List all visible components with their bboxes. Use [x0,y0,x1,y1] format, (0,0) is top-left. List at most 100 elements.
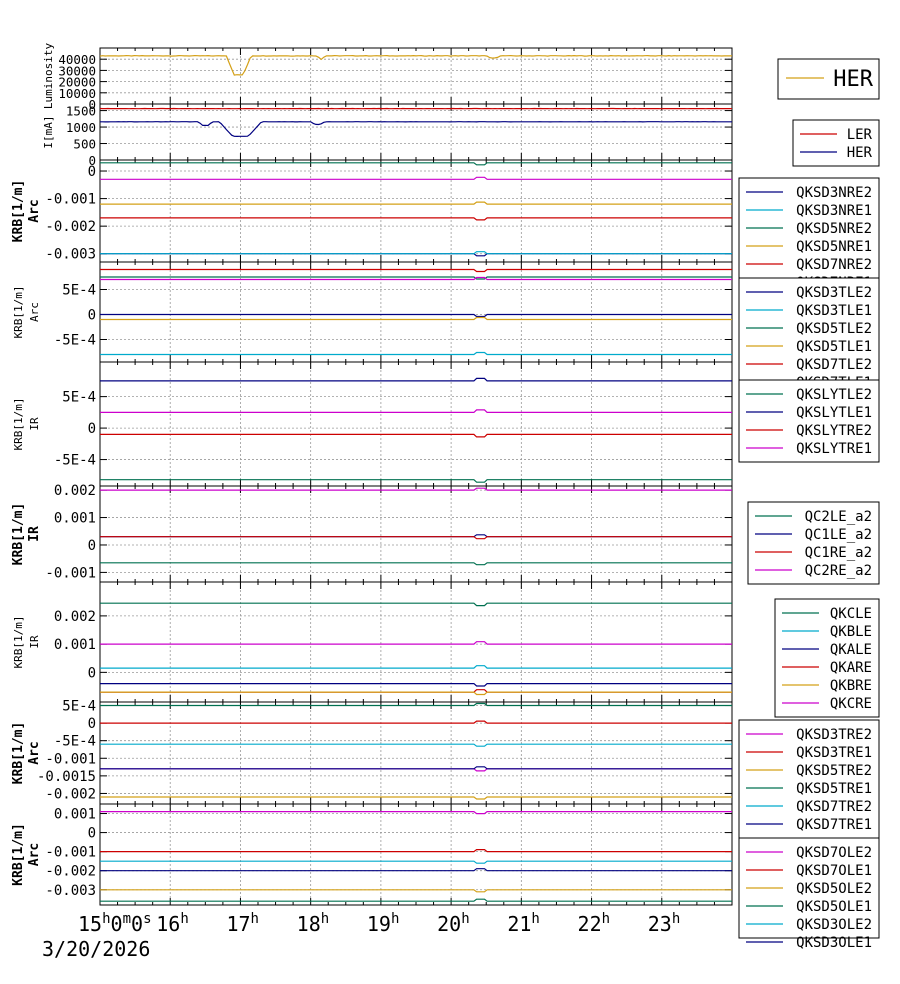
series-line [100,849,732,853]
series-line [100,377,732,382]
y-axis-label: KRB[1/m] [11,503,26,566]
legend: QC2LE_a2 QC1LE_a2 QC1RE_a2 QC2RE_a2 [747,501,880,585]
y-axis-label: Arc [27,843,42,866]
x-tick-label: 21h [507,911,540,936]
series-line [100,766,732,770]
x-tick-label: 20h [437,911,470,936]
y-tick-label: -0.003 [45,247,96,263]
legend: QKSD7OLE2 QKSD7OLE1 QKSD5OLE2 QKSD5OLE1 QKSD… [738,837,880,951]
x-tick-label: 16h [156,911,189,936]
series-line [100,860,732,864]
legend-label: QKSD3OLE2 [796,917,872,933]
legend-frame [738,277,880,397]
y-tick-label: 0 [88,308,96,324]
y-tick-label: 5E-4 [62,390,96,406]
legend-label: QC2LE_a2 [805,509,872,525]
legend-label: QKSD3NRE1 [796,203,872,219]
y-tick-label: -0.001 [45,565,96,581]
series-line [100,409,732,413]
y-tick-label: -5E-4 [54,734,96,750]
y-axis-label: KRB[1/m] [12,286,25,339]
series-line [100,641,732,645]
y-tick-label: -0.001 [45,751,96,767]
series-line [100,313,732,318]
series-line [100,217,732,221]
series-line [100,702,732,707]
series-line [100,276,732,280]
legend-label: QKCLE [830,606,872,622]
y-tick-label: 0 [88,716,96,732]
legend-label: QKSLYTRE2 [796,423,872,439]
legend-label: HER [847,145,873,161]
panel-frame [99,485,733,583]
legend: QKSLYTLE2 QKSLYTLE1 QKSLYTRE2 QKSLYTRE1 [738,379,880,463]
y-tick-label: 0 [88,97,96,112]
y-tick-label: 0 [88,538,96,554]
y-tick-label: 30000 [58,63,96,78]
y-tick-label: -0.0015 [37,769,96,785]
legend-frame [774,598,880,718]
y-tick-label: 5E-4 [62,283,96,299]
series-line [100,720,732,724]
x-tick-label: 23h [648,911,681,936]
y-tick-label: 1500 [66,104,96,119]
legend-label: QKSD5TLE1 [796,339,872,355]
legend-label: LER [847,127,873,143]
legend-label: QKSD3NRE2 [796,185,872,201]
legend-label: QKSD5TRE1 [796,781,872,797]
legend-label: QKSD3TLE2 [796,285,872,301]
y-tick-label: 0.001 [54,511,96,527]
legend-label: HER [833,67,873,92]
legend-label: QKSD3OLE1 [796,935,872,951]
series-line [100,251,732,255]
y-axis-label: I[mA] [42,115,55,148]
legend: QKSD3TLE2 QKSD3TLE1 QKSD5TLE2 QKSD5TLE1 QKSD… [738,277,880,397]
y-axis-label: KRB[1/m] [11,823,26,886]
y-tick-label: 1000 [66,120,96,135]
series-line [100,683,732,687]
y-tick-label: -0.003 [45,883,96,899]
y-tick-label: 0 [88,421,96,437]
panel-frame [99,159,733,263]
legend-label: QKSLYTLE1 [796,405,872,421]
y-tick-label: -0.002 [45,864,96,880]
y-axis-label: Luminosity [42,43,55,110]
legend-frame [777,58,880,100]
y-tick-label: -0.002 [45,219,96,235]
date-label: 3/20/2026 [42,937,151,961]
legend-label: QC1RE_a2 [805,545,872,561]
legend-label: QC2RE_a2 [805,563,872,579]
x-tick-label: 22h [578,911,611,936]
x-tick-label: 19h [367,911,400,936]
series-line [100,268,732,273]
x-tick-label: 17h [226,911,259,936]
legend-label: QKALE [830,642,872,658]
series-line [100,536,732,540]
y-tick-label: 20000 [58,75,96,90]
legend-frame [738,719,880,839]
legend-label: QKSLYTLE2 [796,387,872,403]
y-tick-label: 40000 [58,52,96,67]
series-line [100,487,732,491]
y-axis-label: Arc [27,741,42,764]
series-line [100,796,732,800]
y-tick-label: -0.002 [45,786,96,802]
y-tick-label: 5E-4 [62,699,96,715]
y-tick-label: 0.002 [54,609,96,625]
y-tick-label: -0.001 [45,192,96,208]
legend-label: QKBLE [830,624,872,640]
x-tick-label: 18h [297,911,330,936]
legend-label: QKSD7TRE2 [796,799,872,815]
legend-label: QC1LE_a2 [805,527,872,543]
legend-label: QKSD5OLE1 [796,899,872,915]
series-line [100,201,732,205]
y-tick-label: 10000 [58,86,96,101]
chart-panel-6: 0.002 0.001 0 -0.001 KRB[1/m] IR QC2LE_a2 QC1LE… [11,483,880,585]
series-line [100,743,732,747]
y-axis-label: IR [28,417,41,431]
chart-panel-7: 0.002 0.001 0 KRB[1/m] IR QKCLE QKBLE QKALE QKAR… [12,581,880,718]
y-tick-label: 0 [88,153,96,168]
